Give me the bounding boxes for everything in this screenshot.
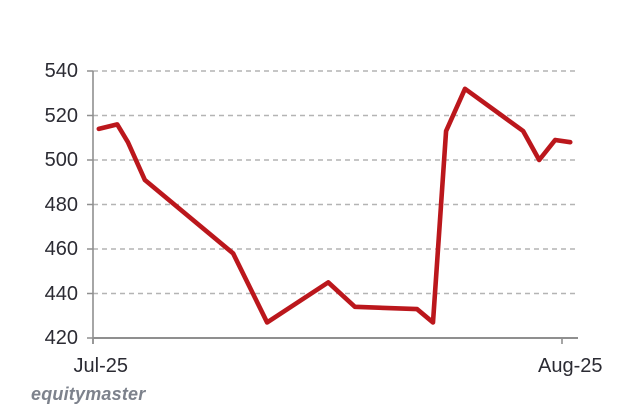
price-line: [96, 86, 573, 325]
y-tick-label-420: 420: [44, 327, 78, 349]
y-tick-label-480: 480: [44, 193, 78, 216]
x-tick-label-aug: Aug-25: [537, 355, 603, 377]
y-tick-label-500: 500: [44, 149, 78, 171]
y-tick-label-540: 540: [44, 60, 78, 82]
y-tick-label-440: 440: [44, 282, 78, 305]
source-watermark: equitymaster: [31, 384, 146, 404]
y-tick-label-460: 460: [44, 238, 78, 260]
y-tick-label-520: 520: [44, 104, 78, 127]
x-tick-label-jul: Jul-25: [73, 355, 128, 377]
